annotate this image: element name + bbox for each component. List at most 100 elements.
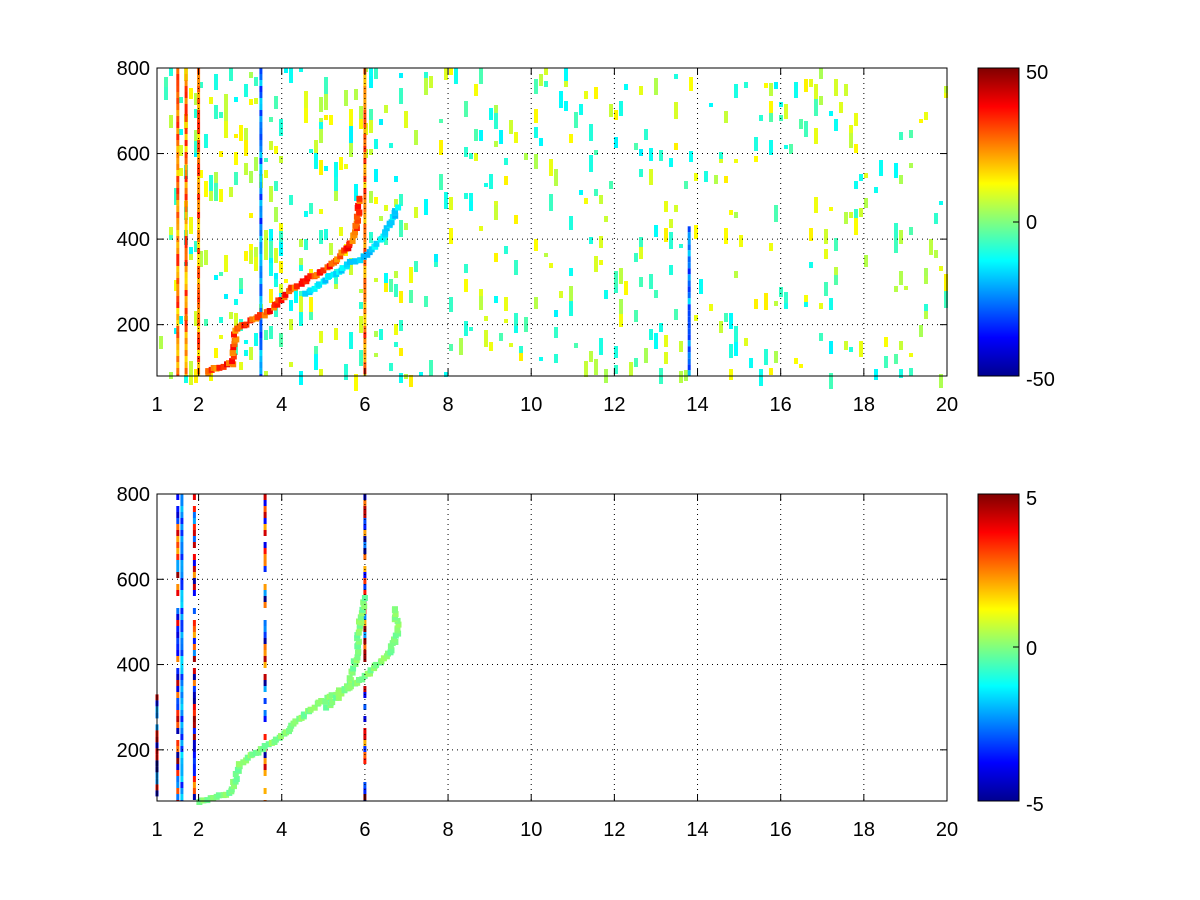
streak-cell <box>184 98 188 104</box>
heatmap-cell <box>189 217 193 234</box>
ridge-cell <box>231 331 237 338</box>
heatmap-cell <box>769 113 773 122</box>
streak-cell <box>263 734 267 740</box>
heatmap-cell <box>834 79 838 96</box>
streak-cell <box>259 236 263 242</box>
streak-cell <box>192 698 196 704</box>
heatmap-cell <box>754 137 758 151</box>
streak-cell <box>176 290 180 296</box>
streak-cell <box>197 284 201 290</box>
ridge-cell <box>388 647 395 654</box>
streak-cell <box>176 650 180 656</box>
heatmap-cell <box>234 97 238 102</box>
heatmap-cell <box>349 126 353 143</box>
heatmap-cell <box>269 186 273 202</box>
ridge-cell <box>318 698 325 704</box>
ridge-cell <box>288 284 295 291</box>
streak-cell <box>184 74 188 80</box>
streak-cell <box>263 530 267 536</box>
streak-cell <box>184 122 188 128</box>
heatmap-cell <box>344 164 348 169</box>
heatmap-cell <box>434 254 438 262</box>
streak-cell <box>363 314 367 320</box>
streak-cell <box>363 644 367 650</box>
streak-cell <box>184 176 188 182</box>
streak-cell <box>176 494 180 500</box>
heatmap-cell <box>324 229 328 240</box>
heatmap-cell <box>839 102 843 113</box>
heatmap-cell <box>399 220 403 237</box>
heatmap-cell <box>569 286 573 301</box>
streak-cell <box>176 170 180 176</box>
streak-cell <box>184 290 188 296</box>
streak-cell <box>259 146 263 152</box>
heatmap-cell <box>374 197 378 204</box>
heatmap-cell <box>509 343 513 347</box>
heatmap-cell <box>674 143 678 150</box>
heatmap-cell <box>389 143 393 148</box>
heatmap-cell <box>854 209 858 218</box>
heatmap-cell <box>224 294 228 299</box>
heatmap-cell <box>674 205 678 212</box>
ridge-cell <box>307 706 314 713</box>
streak-cell <box>180 536 184 542</box>
heatmap-cell <box>534 127 538 138</box>
heatmap-cell <box>649 274 653 289</box>
ridge-cell <box>357 614 364 621</box>
streak-cell <box>363 224 367 230</box>
heatmap-cell <box>379 216 383 221</box>
streak-cell <box>192 746 196 752</box>
heatmap-cell <box>474 129 478 141</box>
heatmap-cell <box>489 108 493 120</box>
x-tick-label: 20 <box>936 819 958 841</box>
heatmap-cell <box>249 171 253 183</box>
heatmap-cell <box>584 198 588 204</box>
heatmap-cell <box>379 119 383 125</box>
heatmap-cell <box>394 271 398 278</box>
heatmap-cell <box>659 150 663 161</box>
heatmap-cell <box>599 338 603 355</box>
streak-cell <box>687 370 691 376</box>
streak-cell <box>259 296 263 302</box>
streak-cell <box>363 362 367 368</box>
heatmap-cell <box>189 375 193 385</box>
streak-cell <box>363 122 367 128</box>
heatmap-cell <box>329 243 333 255</box>
heatmap-cell <box>614 110 618 120</box>
streak-cell <box>687 280 691 287</box>
heatmap-cell <box>329 115 333 125</box>
ridge-cell <box>255 749 262 756</box>
streak-cell <box>363 308 367 314</box>
heatmap-cell <box>804 121 808 137</box>
heatmap-cell <box>814 128 818 144</box>
streak-cell <box>176 176 180 182</box>
heatmap-cell <box>164 87 168 100</box>
streak-cell <box>184 218 188 224</box>
heatmap-cell <box>279 223 283 231</box>
heatmap-cell <box>359 119 363 129</box>
heatmap-cell <box>264 247 268 260</box>
streak-cell <box>687 286 691 293</box>
streak-cell <box>176 788 180 794</box>
streak-cell <box>197 104 201 110</box>
heatmap-cell <box>219 335 223 339</box>
heatmap-cell <box>429 76 433 88</box>
streak-cell <box>180 644 184 650</box>
streak-cell <box>192 494 196 500</box>
heatmap-cell <box>289 319 293 330</box>
heatmap-cell <box>319 230 323 244</box>
heatmap-cell <box>569 268 573 276</box>
x-tick-label: 6 <box>359 394 370 416</box>
heatmap-cell <box>829 373 833 389</box>
x-tick-label: 1 <box>151 394 162 416</box>
heatmap-cell <box>804 295 808 302</box>
streak-cell <box>184 152 188 158</box>
streak-cell <box>176 770 180 776</box>
heatmap-cell <box>729 344 733 358</box>
heatmap-cell <box>589 124 593 141</box>
heatmap-cell <box>304 91 308 108</box>
heatmap-cell <box>274 248 278 263</box>
streak-cell <box>176 260 180 266</box>
streak-cell <box>180 596 184 602</box>
heatmap-cell <box>359 350 363 366</box>
